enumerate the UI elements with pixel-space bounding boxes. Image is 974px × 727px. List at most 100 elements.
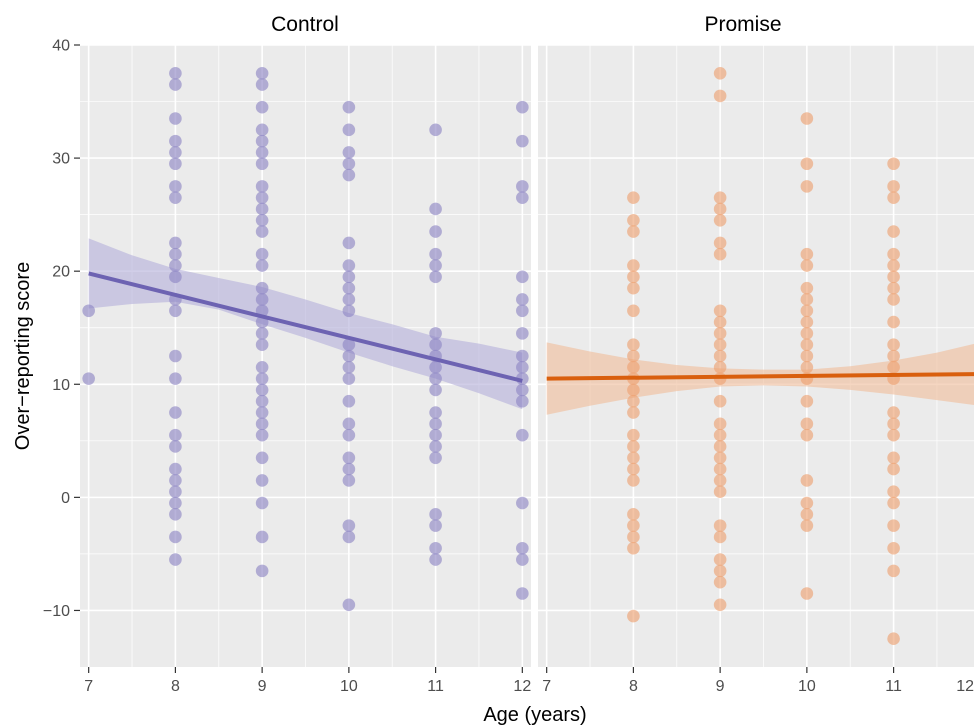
x-tick-label: 8 bbox=[171, 678, 180, 695]
data-point bbox=[516, 349, 529, 363]
data-point bbox=[169, 462, 182, 476]
data-point bbox=[255, 281, 269, 295]
data-point bbox=[255, 564, 269, 578]
data-point bbox=[169, 440, 182, 453]
data-point bbox=[713, 236, 727, 250]
data-point bbox=[169, 406, 182, 419]
trend-line bbox=[88, 271, 523, 383]
data-point bbox=[429, 440, 442, 453]
data-point bbox=[887, 157, 900, 171]
data-point bbox=[342, 270, 356, 284]
panel-promise: Promise 7 8 9 10 11 12 bbox=[538, 13, 974, 695]
panel-control: Control 7 8 9 10 11 12 bbox=[80, 13, 531, 695]
x-tick-label: 10 bbox=[340, 678, 358, 695]
data-point bbox=[887, 632, 900, 646]
data-point bbox=[800, 157, 814, 171]
data-point bbox=[887, 428, 900, 442]
data-point bbox=[82, 372, 95, 385]
data-point bbox=[255, 451, 269, 465]
data-point bbox=[429, 338, 442, 351]
data-point bbox=[255, 383, 269, 397]
x-tick-label: 8 bbox=[629, 678, 638, 695]
data-point bbox=[800, 587, 814, 600]
data-point bbox=[800, 417, 814, 431]
data-point bbox=[169, 191, 182, 204]
data-point bbox=[169, 485, 182, 499]
data-point bbox=[713, 451, 727, 465]
data-point bbox=[887, 338, 900, 351]
data-point bbox=[627, 530, 640, 544]
data-point bbox=[800, 519, 814, 532]
data-point bbox=[627, 451, 640, 465]
data-point bbox=[516, 428, 529, 442]
data-point bbox=[713, 361, 727, 374]
data-point bbox=[627, 462, 640, 476]
data-point bbox=[255, 225, 269, 238]
data-point bbox=[713, 327, 727, 340]
data-point bbox=[887, 191, 900, 204]
data-point bbox=[627, 541, 640, 555]
data-point bbox=[429, 508, 442, 521]
data-point bbox=[887, 451, 900, 465]
data-point bbox=[516, 293, 529, 306]
data-point bbox=[887, 417, 900, 431]
data-point bbox=[255, 180, 269, 193]
data-point bbox=[255, 361, 269, 374]
data-point bbox=[800, 315, 814, 329]
data-point bbox=[887, 541, 900, 555]
data-point bbox=[255, 134, 269, 148]
data-point bbox=[627, 383, 640, 397]
data-point bbox=[516, 304, 529, 318]
data-point bbox=[342, 462, 356, 476]
data-point bbox=[516, 496, 529, 510]
data-point bbox=[713, 485, 727, 499]
data-point bbox=[713, 202, 727, 216]
data-point bbox=[627, 270, 640, 284]
data-point bbox=[713, 417, 727, 431]
data-point bbox=[342, 304, 356, 318]
data-point bbox=[342, 146, 356, 159]
data-point bbox=[342, 428, 356, 442]
data-point bbox=[887, 225, 900, 238]
data-point bbox=[713, 338, 727, 351]
data-point bbox=[429, 417, 442, 431]
data-point bbox=[342, 417, 356, 431]
data-point bbox=[255, 100, 269, 114]
data-point bbox=[713, 462, 727, 476]
data-point bbox=[342, 598, 356, 612]
x-tick-label: 12 bbox=[513, 678, 531, 695]
data-point bbox=[169, 530, 182, 544]
data-point bbox=[887, 281, 900, 295]
data-point bbox=[713, 575, 727, 589]
data-point bbox=[255, 530, 269, 544]
y-tick-label: 10 bbox=[52, 377, 70, 394]
data-point bbox=[342, 293, 356, 306]
data-point bbox=[342, 349, 356, 363]
data-point bbox=[255, 496, 269, 510]
data-point bbox=[713, 530, 727, 544]
data-point bbox=[429, 372, 442, 385]
data-point bbox=[169, 78, 182, 91]
data-point bbox=[255, 428, 269, 442]
y-tick-label: 20 bbox=[52, 264, 70, 281]
data-point bbox=[713, 304, 727, 318]
data-point bbox=[627, 428, 640, 442]
data-point bbox=[82, 304, 95, 318]
data-point bbox=[516, 100, 529, 114]
y-tick-label: 30 bbox=[52, 151, 70, 168]
data-point bbox=[713, 428, 727, 442]
data-point bbox=[627, 191, 640, 204]
data-point bbox=[887, 259, 900, 272]
data-point bbox=[800, 496, 814, 510]
data-point bbox=[255, 157, 269, 171]
data-point bbox=[342, 474, 356, 487]
data-point bbox=[429, 225, 442, 238]
data-point bbox=[429, 270, 442, 284]
x-tick-label: 9 bbox=[716, 678, 725, 695]
data-point bbox=[713, 440, 727, 453]
data-point bbox=[516, 361, 529, 374]
data-point bbox=[516, 541, 529, 555]
data-point bbox=[800, 247, 814, 261]
data-point bbox=[627, 394, 640, 408]
data-point bbox=[713, 191, 727, 204]
